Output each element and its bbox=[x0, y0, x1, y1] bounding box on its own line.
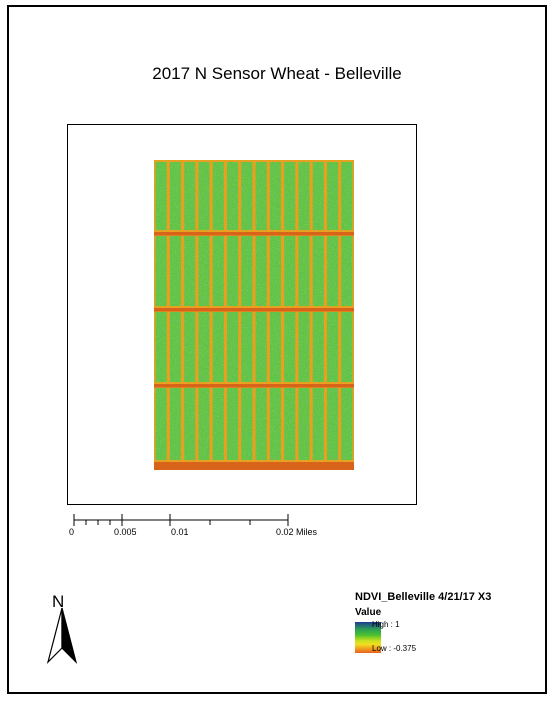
north-arrow-icon bbox=[46, 607, 78, 664]
scale-label-0: 0 bbox=[69, 527, 75, 537]
north-label: N bbox=[52, 592, 65, 611]
scale-label-0-01: 0.01 bbox=[171, 527, 189, 537]
legend-high-label: High : 1 bbox=[372, 620, 400, 629]
scale-label-0-02-miles: 0.02 Miles bbox=[276, 527, 318, 537]
legend-color-ramp bbox=[355, 622, 381, 653]
scale-label-0-005: 0.005 bbox=[114, 527, 137, 537]
scale-bar bbox=[73, 514, 289, 526]
map-title: 2017 N Sensor Wheat - Belleville bbox=[152, 64, 402, 83]
legend-low-label: Low : -0.375 bbox=[372, 644, 417, 653]
legend-title: NDVI_Belleville 4/21/17 X3 bbox=[355, 591, 492, 603]
legend-subtitle: Value bbox=[355, 607, 382, 618]
ndvi-raster[interactable] bbox=[154, 160, 354, 470]
